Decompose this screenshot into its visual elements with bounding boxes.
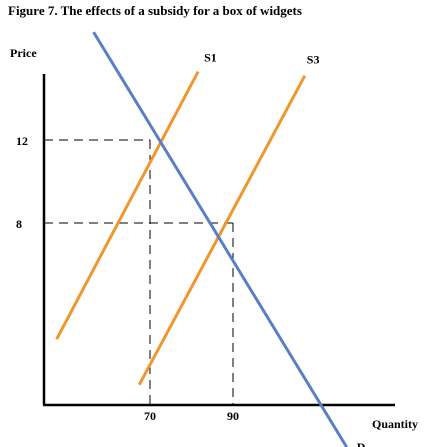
series-label-s1: S1 xyxy=(204,51,217,65)
series-line-s1 xyxy=(55,70,200,340)
x-tick-label-70: 70 xyxy=(144,409,156,423)
series-label-s3: S3 xyxy=(307,53,320,67)
y-tick-label-8: 8 xyxy=(16,217,22,231)
guide-lines xyxy=(44,139,234,405)
tick-labels: 70 90 12 8 xyxy=(16,134,239,423)
y-tick-label-12: 12 xyxy=(16,134,28,148)
x-tick-label-90: 90 xyxy=(227,409,239,423)
curve-labels: S1 S3 D xyxy=(204,51,366,447)
series-line-d xyxy=(92,31,348,447)
series-label-d: D xyxy=(357,440,366,447)
series-group xyxy=(55,31,348,447)
x-axis-label: Quantity xyxy=(372,417,418,431)
series-line-s3 xyxy=(137,74,307,386)
y-axis-label: Price xyxy=(10,46,37,60)
chart-title: Figure 7. The effects of a subsidy for a… xyxy=(8,3,302,18)
